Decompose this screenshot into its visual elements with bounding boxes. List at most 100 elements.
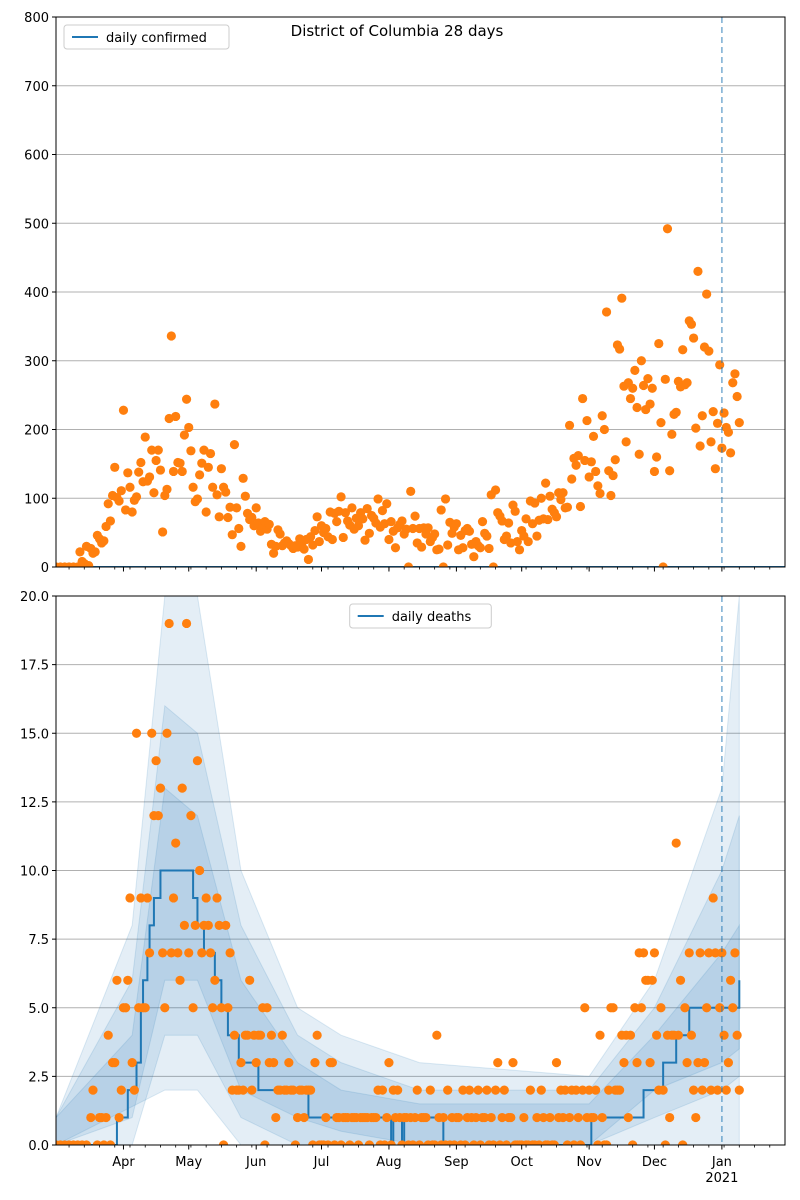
data-point [697, 1085, 707, 1095]
data-point [643, 374, 653, 384]
data-point [458, 543, 468, 553]
data-point [734, 418, 744, 428]
data-point [242, 1030, 253, 1040]
data-point [216, 464, 226, 474]
x-tick-label: Sep [444, 1155, 469, 1170]
data-point [134, 467, 144, 477]
data-point [582, 415, 592, 426]
data-point [110, 1058, 120, 1068]
data-point [105, 516, 116, 526]
data-point [160, 1003, 170, 1013]
data-point [144, 948, 155, 958]
data-point [649, 466, 660, 477]
data-point [188, 1003, 198, 1013]
data-point [630, 1003, 640, 1013]
data-point [271, 1112, 281, 1123]
data-point [656, 418, 666, 428]
y-tick-label: 0 [41, 561, 49, 576]
data-point [595, 1030, 605, 1040]
data-point [336, 1140, 346, 1145]
data-point [610, 455, 620, 465]
data-point [236, 1058, 246, 1068]
data-point [638, 380, 649, 391]
data-point [197, 948, 207, 958]
data-point [393, 1085, 403, 1095]
data-point [660, 1140, 670, 1145]
data-point [86, 1112, 96, 1123]
data-point [710, 464, 720, 474]
data-point [671, 838, 681, 848]
data-point [168, 893, 179, 903]
y-tick-label: 300 [24, 355, 49, 370]
data-point [702, 1003, 712, 1013]
y-tick-label: 600 [24, 149, 49, 164]
data-point [728, 378, 738, 388]
data-point [564, 1112, 575, 1123]
data-point [377, 506, 388, 516]
confidence-band-inner [56, 787, 740, 1145]
data-point [490, 1085, 501, 1095]
data-point [578, 393, 588, 404]
data-point [103, 499, 113, 509]
data-point [689, 1085, 699, 1095]
data-point [386, 1140, 396, 1145]
data-point [693, 266, 703, 276]
data-point [171, 411, 181, 422]
y-tick-label: 17.5 [20, 659, 49, 674]
data-point [186, 446, 196, 456]
data-point [665, 466, 675, 476]
data-point [290, 1140, 300, 1145]
data-point [144, 472, 155, 482]
data-point [277, 1030, 287, 1040]
data-point [214, 920, 224, 931]
data-point [702, 289, 712, 299]
data-point [473, 1085, 483, 1095]
data-point [573, 1112, 583, 1123]
data-point [229, 1030, 240, 1040]
data-point [338, 532, 348, 543]
data-point [114, 496, 124, 506]
data-point [665, 1112, 675, 1123]
data-point [560, 1085, 570, 1095]
data-point [129, 1085, 139, 1095]
data-point [464, 526, 475, 536]
data-point [181, 394, 192, 404]
data-point [584, 1085, 594, 1095]
data-point [292, 1112, 303, 1123]
x-tick-label: Jan [711, 1155, 732, 1170]
data-point [110, 462, 120, 472]
data-point [628, 1140, 638, 1145]
data-point [460, 1140, 470, 1145]
data-point [403, 562, 414, 567]
data-point [236, 541, 246, 551]
data-point [704, 346, 714, 356]
data-point [704, 948, 714, 958]
data-point [314, 536, 324, 547]
data-point [443, 1085, 453, 1095]
data-point [140, 432, 150, 442]
data-point [162, 484, 172, 494]
y-tick-label: 500 [24, 217, 49, 232]
data-point [251, 503, 261, 513]
data-point [660, 374, 670, 384]
y-tick-label: 200 [24, 424, 49, 439]
data-point [118, 405, 129, 415]
data-point [284, 1058, 294, 1068]
data-point [432, 1030, 442, 1040]
data-point [384, 1058, 394, 1068]
data-point [645, 399, 655, 409]
data-point [166, 331, 176, 341]
x-tick-year-label: 2021 [705, 1171, 738, 1186]
data-point [208, 1003, 218, 1013]
data-point [712, 418, 723, 428]
data-point [205, 948, 216, 958]
data-point [486, 1112, 496, 1123]
data-point [706, 437, 716, 447]
data-point [586, 457, 596, 467]
data-point [656, 1003, 666, 1013]
data-point [175, 458, 185, 468]
data-point [421, 1112, 431, 1123]
data-point [406, 486, 416, 496]
data-point [434, 544, 444, 554]
data-point [647, 383, 657, 393]
